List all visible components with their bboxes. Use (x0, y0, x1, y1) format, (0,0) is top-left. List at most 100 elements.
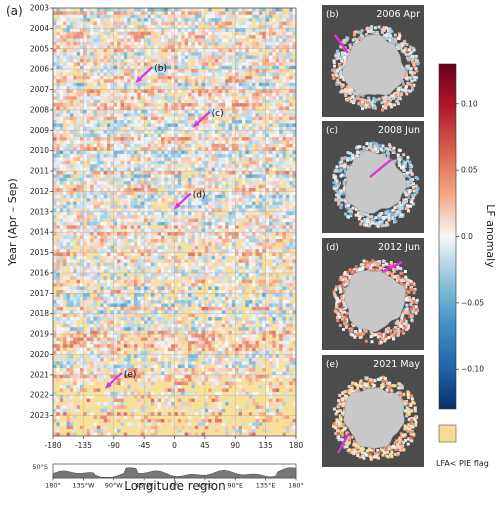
heatmap-panel: 2003 2004 2005 2006 2007 2008 2009 2010 2011 2012… (6, 4, 303, 494)
y-tick-label: 2023 (30, 411, 49, 420)
y-tick-label: 2004 (30, 24, 49, 33)
x-axis-label: Longitude region (124, 479, 225, 493)
heatmap-cells (53, 8, 296, 436)
x-tick-label: 0 (172, 441, 177, 450)
coastline-area (52, 467, 297, 479)
annotation-arrow (194, 111, 211, 126)
annotation-label: (b) (154, 64, 167, 74)
y-tick-label: 2017 (30, 289, 49, 298)
map-panel-label: (b) (326, 10, 339, 20)
map-panel-label: (e) (326, 360, 339, 370)
y-tick-label: 2006 (30, 65, 49, 74)
map-panels: (b) 2006 Apr (c) 2008 Jun (d) 2012 Jun (e) 2021… (322, 5, 424, 467)
colorbar-tick-label: 0.10 (461, 99, 478, 108)
coastline-lat-label: 50°S (32, 463, 48, 471)
x-tick-label: -180 (44, 441, 61, 450)
y-tick-label: 2022 (30, 391, 49, 400)
map-panel-label: (c) (326, 126, 338, 136)
coastline-tick-label: 180° (288, 482, 304, 490)
coastline-tick-label: 0° (171, 482, 178, 490)
annotation-label: (d) (193, 190, 206, 200)
map-land (345, 150, 407, 214)
coastline-tick-label: 135°E (256, 482, 276, 490)
x-tick-label: 180 (289, 441, 304, 450)
x-tick-label: 90 (230, 441, 240, 450)
heatmap-annotations: (b) (c) (d) (e) (104, 64, 224, 389)
annotation-arrowhead (192, 120, 200, 128)
coastline-tick-label: 90°E (227, 482, 243, 490)
y-tick-label: 2016 (30, 268, 49, 277)
map-sea-ice (331, 25, 420, 112)
y-tick-label: 2019 (30, 330, 49, 339)
coastline-tick-label: 45°W (135, 482, 154, 490)
annotation-b: (b) (135, 64, 167, 84)
coastline-tick-label: 180° (45, 482, 61, 490)
y-tick-label: 2015 (30, 248, 49, 257)
y-tick-label: 2012 (30, 187, 49, 196)
coastline-tick-labels: 180° 135°W 90°W 45°W 0° 45°E 90°E 135°E 180° (45, 478, 304, 490)
annotation-arrow (137, 66, 153, 81)
colorbar-ticks: 0.10 0.05 0.0 −0.05 −0.10 (456, 99, 484, 374)
annotation-arrow (175, 192, 192, 208)
map-land (344, 270, 406, 333)
flag-legend: LFA< PIE flag (436, 424, 489, 468)
map-panel-c: (c) 2008 Jun (322, 121, 424, 233)
colorbar-tick-label: −0.10 (461, 365, 484, 374)
annotation-arrowhead (104, 381, 112, 389)
flag-legend-label: LFA< PIE flag (436, 459, 489, 468)
coastline-tick-label: 90°W (105, 482, 124, 490)
y-tick-labels: 2003 2004 2005 2006 2007 2008 2009 2010 2011 2012… (30, 4, 53, 420)
annotation-arrow (107, 372, 123, 387)
y-tick-label: 2009 (30, 126, 49, 135)
y-tick-label: 2010 (30, 146, 49, 155)
map-arrow (336, 432, 351, 454)
map-arrow (369, 158, 393, 178)
x-tick-label: -45 (138, 441, 150, 450)
colorbar-label: LF anomaly (484, 204, 497, 268)
map-panel-e: (e) 2021 May (322, 355, 424, 467)
y-tick-label: 2011 (30, 167, 49, 176)
map-arrow (334, 34, 349, 54)
y-tick-label: 2003 (30, 4, 49, 13)
y-tick-label: 2014 (30, 228, 49, 237)
map-land (341, 34, 407, 96)
y-tick-label: 2008 (30, 105, 49, 114)
map-sea-ice (332, 141, 420, 228)
y-tick-label: 2005 (30, 44, 49, 53)
y-tick-label: 2007 (30, 85, 49, 94)
colorbar-tick-label: −0.05 (461, 298, 484, 307)
map-panel-b: (b) 2006 Apr (322, 5, 424, 117)
y-axis-label: Year (Apr – Sep) (6, 178, 19, 267)
x-tick-label: -135 (75, 441, 92, 450)
map-panel-label: (d) (326, 243, 339, 253)
map-panel-title: 2012 Jun (378, 242, 420, 253)
flag-legend-swatch (438, 424, 457, 443)
map-arrow (381, 260, 403, 274)
colorbar-tick-label: 0.0 (461, 232, 473, 241)
figure-label: (a) (6, 4, 23, 18)
annotation-d: (d) (173, 190, 206, 210)
x-tick-label: 135 (258, 441, 273, 450)
coastline-tick-label: 135°W (72, 482, 95, 490)
y-tick-label: 2020 (30, 350, 49, 359)
map-land (343, 387, 405, 449)
colorbar: 0.10 0.05 0.0 −0.05 −0.10 LF anomaly (438, 63, 497, 410)
map-panel-title: 2006 Apr (376, 9, 420, 20)
map-panel-title: 2008 Jun (378, 125, 420, 136)
x-tick-labels: -180 -135 -90 -45 0 45 90 135 180 (44, 436, 303, 450)
coastline-strip: 50°S 180° 135°W 90°W 45°W 0° 45°E 90°E 135°E 180… (32, 463, 303, 490)
y-tick-label: 2021 (30, 370, 49, 379)
colorbar-gradient (438, 63, 457, 410)
annotation-label: (c) (212, 109, 224, 119)
colorbar-tick-label: 0.05 (461, 166, 478, 175)
x-tick-label: -90 (108, 441, 120, 450)
map-panel-title: 2021 May (373, 359, 420, 370)
map-panel-d: (d) 2012 Jun (322, 238, 424, 350)
annotation-c: (c) (192, 109, 224, 128)
x-tick-label: 45 (200, 441, 210, 450)
coastline-tick-label: 45°E (197, 482, 213, 490)
annotation-e: (e) (104, 370, 136, 389)
annotation-arrowhead (135, 76, 143, 84)
y-tick-label: 2013 (30, 207, 49, 216)
